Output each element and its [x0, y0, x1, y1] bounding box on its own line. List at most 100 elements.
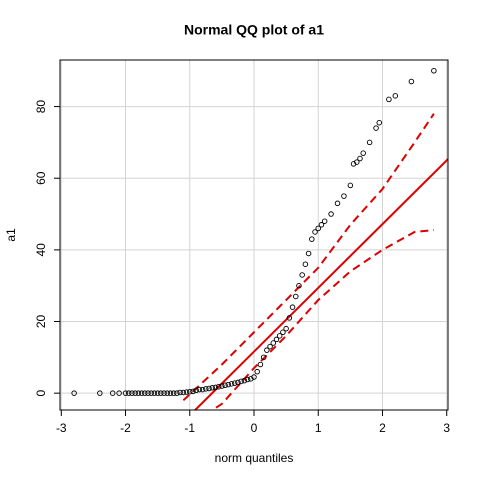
data-point — [318, 222, 325, 228]
data-point — [386, 96, 392, 103]
data-point — [97, 390, 103, 396]
data-point — [315, 225, 321, 232]
data-point — [373, 125, 379, 131]
data-point — [238, 378, 244, 385]
data-point — [228, 381, 235, 387]
data-point — [296, 282, 302, 289]
data-point — [177, 389, 183, 396]
data-point — [145, 390, 151, 396]
data-point — [231, 380, 238, 386]
confidence-band — [210, 229, 434, 410]
data-point — [251, 374, 257, 380]
y-tick-label: 20 — [34, 315, 48, 329]
data-point — [392, 93, 399, 99]
data-point — [199, 386, 206, 393]
data-point — [154, 390, 161, 396]
data-point — [148, 390, 154, 396]
x-tick-label: 1 — [315, 421, 322, 435]
data-point — [174, 390, 180, 396]
data-point — [151, 390, 158, 396]
data-point — [225, 381, 232, 388]
x-tick-label: -1 — [184, 421, 195, 435]
data-point — [241, 377, 248, 384]
data-point — [289, 304, 296, 310]
data-point — [215, 383, 222, 390]
x-tick-label: 2 — [379, 421, 386, 435]
data-point — [142, 390, 148, 396]
x-tick-label: 0 — [251, 421, 258, 435]
y-tick-label: 40 — [34, 243, 48, 257]
x-tick-label: 3 — [443, 421, 450, 435]
chart-title: Normal QQ plot of a1 — [184, 22, 324, 38]
data-point — [305, 250, 312, 257]
data-point — [280, 329, 286, 336]
y-tick-label: 80 — [34, 100, 48, 114]
data-point — [164, 390, 171, 396]
data-point — [129, 390, 135, 396]
data-point — [270, 340, 277, 346]
data-point — [170, 390, 177, 396]
data-point — [408, 78, 415, 85]
data-point — [283, 325, 289, 332]
data-point — [321, 218, 328, 224]
data-point — [109, 390, 116, 396]
data-point — [167, 390, 174, 396]
data-point — [309, 236, 315, 242]
data-point — [138, 390, 145, 396]
data-point — [357, 155, 363, 162]
data-point — [334, 200, 341, 207]
data-point — [354, 159, 360, 165]
data-point — [187, 388, 193, 395]
data-point — [196, 386, 203, 393]
data-point — [267, 343, 273, 350]
y-tick-label: 60 — [34, 171, 48, 185]
data-point — [235, 379, 241, 386]
data-point — [161, 390, 167, 396]
data-point — [244, 376, 251, 383]
data-point — [264, 347, 270, 353]
data-point — [312, 229, 318, 235]
data-point — [212, 384, 219, 391]
data-point — [158, 390, 164, 396]
x-axis-title: norm quantiles — [215, 451, 294, 465]
data-point — [347, 182, 354, 189]
data-point — [299, 272, 305, 278]
y-axis-title: a1 — [4, 228, 18, 242]
data-point — [203, 386, 209, 392]
data-point — [183, 389, 190, 395]
data-point — [302, 261, 309, 267]
data-point — [209, 385, 215, 391]
data-point — [206, 385, 212, 392]
data-point — [193, 387, 199, 394]
data-point — [71, 390, 77, 396]
data-point — [122, 390, 129, 396]
data-point — [125, 390, 132, 396]
grid — [60, 60, 448, 410]
data-point — [190, 388, 196, 395]
data-point — [328, 211, 334, 217]
data-point — [376, 119, 383, 126]
data-point — [132, 390, 138, 396]
data-point — [276, 333, 283, 339]
data-point — [135, 390, 142, 396]
data-point — [180, 389, 187, 396]
plot-area — [71, 67, 448, 410]
data-point — [254, 368, 260, 375]
x-tick-label: -3 — [56, 421, 67, 435]
confidence-band — [182, 113, 435, 402]
data-point — [257, 361, 264, 368]
data-point — [273, 336, 280, 343]
data-point — [219, 383, 225, 389]
x-tick-label: -2 — [120, 421, 131, 435]
data-point — [293, 293, 299, 300]
data-point — [360, 150, 366, 156]
data-point — [366, 139, 373, 146]
data-point — [431, 67, 437, 74]
data-point — [341, 193, 347, 199]
data-point — [116, 390, 122, 396]
y-tick-label: 0 — [34, 390, 48, 397]
data-point — [260, 354, 267, 361]
data-point — [286, 315, 293, 321]
data-point — [222, 382, 228, 389]
